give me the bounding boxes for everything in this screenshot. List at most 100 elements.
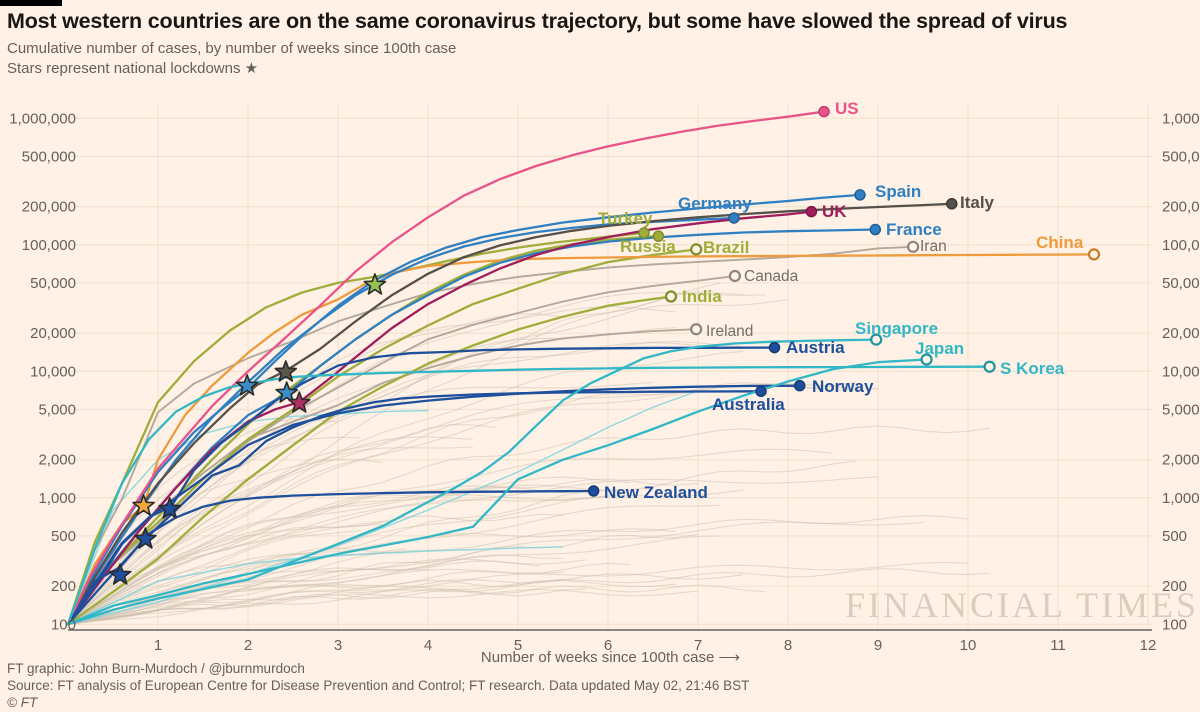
y-tick-label-right: 2,000: [1162, 452, 1200, 469]
y-tick-label-left: 200,000: [22, 199, 76, 216]
country-line-france: [66, 228, 877, 626]
lockdown-star: [134, 527, 157, 549]
context-line: [67, 573, 744, 625]
country-line-japan: [66, 358, 928, 626]
country-line-iran: [67, 245, 915, 626]
country-label-new-zealand: New Zealand: [604, 483, 708, 502]
y-tick-label-right: 200,000: [1162, 199, 1200, 216]
context-line: [67, 298, 789, 625]
country-label-brazil: Brazil: [703, 238, 749, 257]
country-dot-ireland: [690, 323, 703, 336]
y-tick-label-right: 5,000: [1162, 401, 1200, 418]
ft-top-bar: [0, 0, 62, 6]
country-line-germany: [66, 216, 736, 626]
country-line-china: [66, 253, 1096, 626]
chart-subtitle: Cumulative number of cases, by number of…: [7, 40, 457, 57]
x-tick-label: 12: [1140, 637, 1157, 654]
x-tick-label: 6: [604, 637, 612, 654]
context-line: [67, 425, 991, 625]
y-tick-label-left: 50,000: [30, 275, 76, 292]
context-line: [67, 476, 879, 625]
country-dot-australia: [755, 385, 767, 398]
country-label-italy: Italy: [960, 193, 995, 212]
country-label-uk: UK: [822, 202, 847, 221]
country-line-austria: [66, 346, 776, 626]
y-tick-label-left: 20,000: [30, 325, 76, 342]
country-label-japan: Japan: [915, 339, 964, 358]
country-label-s-korea: S Korea: [1000, 359, 1065, 378]
x-tick-label: 9: [874, 637, 882, 654]
x-tick-label: 4: [424, 637, 432, 654]
country-label-turkey: Turkey: [598, 209, 653, 228]
graphic-credit: FT graphic: John Burn-Murdoch / @jburnmu…: [7, 661, 305, 676]
country-line-australia: [66, 390, 763, 626]
country-dot-france: [869, 223, 882, 236]
country-dot-japan: [920, 353, 933, 366]
country-line-us: [66, 110, 826, 626]
context-line: [67, 292, 766, 625]
y-tick-label-right: 50,000: [1162, 275, 1200, 292]
lockdown-star: [363, 273, 387, 295]
country-line-spain: [66, 193, 862, 626]
context-line: [67, 489, 744, 625]
y-tick-label-right: 100,000: [1162, 237, 1200, 254]
lockdown-star: [275, 381, 298, 403]
country-line-india: [66, 295, 673, 626]
x-tick-label: 8: [784, 637, 792, 654]
country-label-spain: Spain: [875, 182, 921, 201]
ft-watermark: FINANCIAL TIMES: [845, 585, 1199, 625]
country-label-singapore: Singapore: [855, 319, 938, 338]
country-label-russia: Russia: [620, 237, 676, 256]
country-label-norway: Norway: [812, 377, 874, 396]
country-dot-uk: [805, 205, 818, 218]
country-line-turkey: [66, 231, 646, 626]
country-label-austria: Austria: [786, 338, 845, 357]
context-line: [67, 496, 609, 625]
context-line: [67, 424, 496, 625]
country-label-australia: Australia: [712, 395, 785, 414]
copyright: © FT: [7, 695, 38, 710]
y-tick-label-left: 500: [51, 528, 76, 545]
lockdown-star: [158, 497, 181, 519]
country-dot-canada: [728, 269, 742, 283]
y-tick-label-left: 10,000: [30, 363, 76, 380]
country-dot-austria: [768, 341, 781, 354]
x-tick-label: 1: [154, 637, 162, 654]
source-note: Source: FT analysis of European Centre f…: [7, 678, 750, 693]
x-tick-label: 2: [244, 637, 252, 654]
lockdown-star: [108, 563, 132, 585]
context-line: [67, 588, 699, 625]
y-tick-label-left: 100,000: [22, 237, 76, 254]
country-dot-brazil: [690, 243, 703, 256]
country-dot-russia: [652, 230, 665, 242]
country-label-canada: Canada: [744, 268, 799, 285]
country-dot-india: [664, 290, 678, 303]
x-tick-label: 11: [1050, 637, 1066, 654]
y-tick-label-right: 500: [1162, 528, 1187, 545]
country-line-ireland: [67, 328, 698, 626]
y-tick-label-left: 5,000: [38, 401, 76, 418]
y-tick-label-right: 10,000: [1162, 363, 1200, 380]
y-tick-label-left: 200: [51, 578, 76, 595]
y-tick-label-left: 500,000: [22, 148, 76, 165]
context-line: [67, 350, 744, 625]
country-dot-china: [1087, 248, 1101, 261]
country-dot-new-zealand: [587, 485, 600, 497]
country-dot-germany: [728, 212, 740, 224]
country-label-iran: Iran: [920, 238, 947, 255]
lockdown-star: [288, 391, 311, 413]
country-dot-s-korea: [983, 360, 996, 373]
chart-subtitle-lockdowns: Stars represent national lockdowns ★: [7, 60, 259, 77]
y-tick-label-right: 1,000,000: [1162, 110, 1200, 127]
country-dot-iran: [906, 240, 920, 253]
context-line: [67, 513, 564, 625]
chart-title: Most western countries are on the same c…: [7, 9, 1068, 33]
y-tick-label-right: 200: [1162, 578, 1187, 595]
context-line: [67, 460, 856, 625]
country-dot-italy: [946, 198, 958, 210]
context-line: [67, 381, 856, 625]
lockdown-star: [235, 374, 259, 396]
country-label-ireland: Ireland: [706, 323, 753, 340]
